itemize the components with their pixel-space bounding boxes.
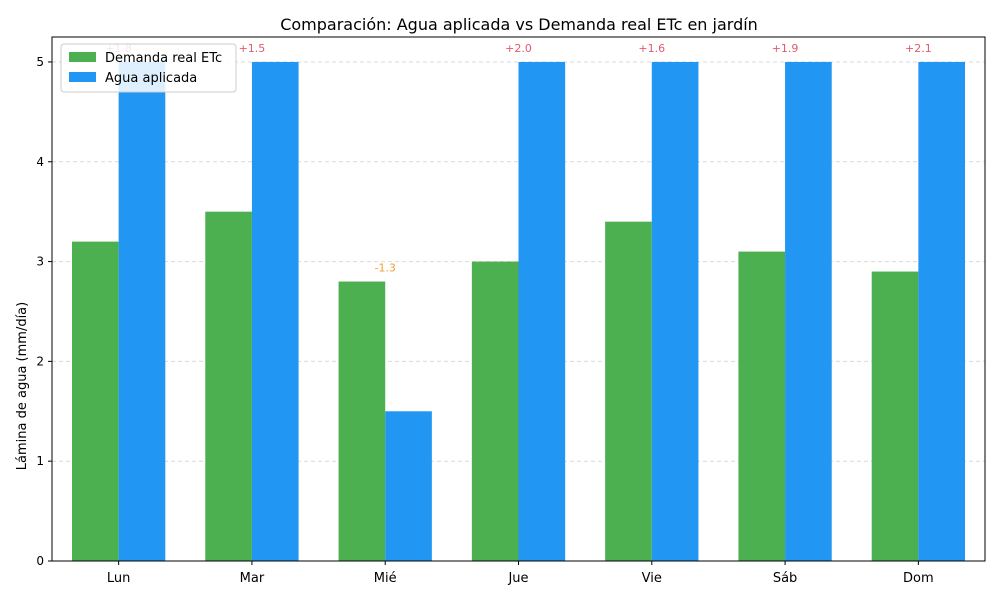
x-tick-label: Jue: [507, 571, 528, 586]
difference-label: +1.9: [772, 42, 799, 55]
x-tick-label: Lun: [107, 571, 131, 586]
x-tick-label: Vie: [642, 571, 662, 586]
legend-label: Agua aplicada: [105, 71, 197, 86]
difference-label: -1.3: [374, 262, 395, 275]
bars: [71, 61, 966, 562]
bar-demanda-4: [605, 221, 652, 561]
y-tick-label: 2: [36, 354, 44, 368]
bar-agua-3: [518, 61, 566, 561]
x-tick-label: Mié: [374, 571, 397, 586]
bar-demanda-0: [71, 241, 119, 561]
chart-title: Comparación: Agua aplicada vs Demanda re…: [280, 15, 758, 34]
y-tick-label: 0: [36, 554, 44, 568]
x-tick-label: Mar: [240, 571, 265, 586]
bar-demanda-3: [471, 261, 519, 561]
y-tick-label: 5: [36, 55, 44, 69]
y-tick-label: 4: [36, 155, 44, 169]
plot-frame: [51, 36, 986, 562]
legend: Demanda real ETc Agua aplicada: [60, 43, 237, 93]
bar-demanda-2: [338, 281, 386, 561]
axes: 0 1 2 3 4 5 Lun Mar Mié Jue Vie Sáb Dom: [36, 36, 986, 586]
bar-demanda-6: [871, 271, 919, 561]
legend-label: Demanda real ETc: [105, 51, 222, 66]
bar-agua-2: [385, 411, 432, 561]
difference-label: +1.5: [239, 42, 266, 55]
y-tick-label: 3: [36, 255, 44, 269]
difference-label: +2.1: [905, 42, 932, 55]
bar-agua-0: [118, 61, 166, 561]
y-axis-label: Lámina de agua (mm/día): [15, 302, 30, 470]
legend-box: [60, 43, 237, 93]
bar-agua-5: [785, 61, 832, 561]
x-tick-label: Sáb: [773, 571, 797, 586]
difference-label: +2.0: [505, 42, 532, 55]
bar-demanda-5: [738, 251, 786, 562]
bar-agua-4: [651, 61, 699, 561]
bar-demanda-1: [205, 211, 252, 561]
y-tick-label: 1: [36, 454, 44, 468]
bar-agua-1: [251, 61, 299, 561]
x-tick-label: Dom: [903, 571, 934, 586]
legend-swatch: [69, 72, 96, 82]
difference-label: +1.6: [638, 42, 665, 55]
legend-swatch: [69, 52, 96, 62]
bar-agua-6: [918, 61, 966, 561]
